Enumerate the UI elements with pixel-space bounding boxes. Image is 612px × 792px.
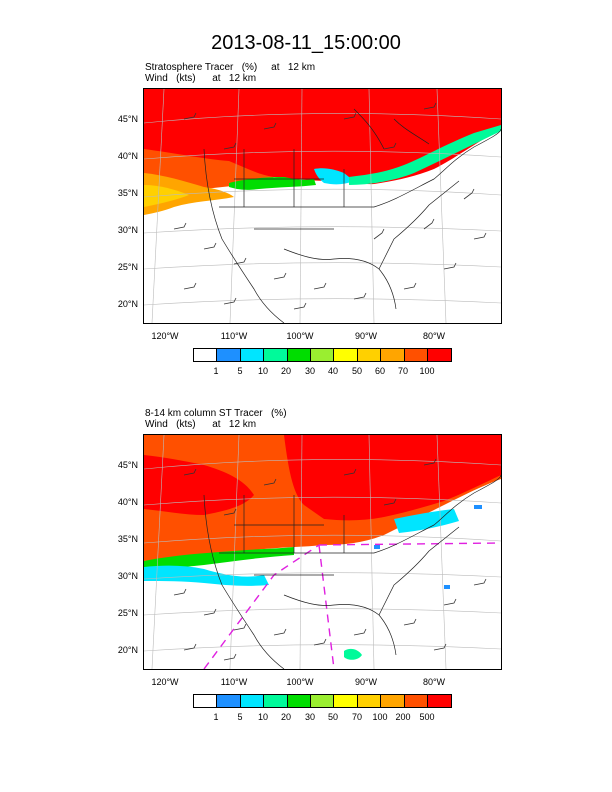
panel1-lat-30: 30°N: [117, 225, 138, 235]
cbar2-label: 70: [351, 712, 362, 722]
cbar1-box: [217, 349, 241, 361]
cbar2-label: 1: [213, 712, 219, 722]
panel1-lat-35: 35°N: [117, 188, 138, 198]
cbar1-box: [357, 349, 382, 361]
panel2-colorbar: [193, 694, 453, 708]
panel2-lon-80: 80°W: [422, 677, 446, 687]
cbar2-box: [287, 695, 311, 707]
panel1-lon-110: 110°W: [220, 331, 248, 341]
cbar1-label: 50: [351, 366, 362, 376]
cbar1-label: 20: [280, 366, 291, 376]
coastlines: [203, 108, 501, 323]
cbar2-label: 5: [237, 712, 243, 722]
panel2-lon-110: 110°W: [220, 677, 248, 687]
cbar2-box: [240, 695, 265, 707]
panel1-lat-40: 40°N: [117, 151, 138, 161]
cbar1-box: [287, 349, 311, 361]
cbar1-label: 5: [237, 366, 243, 376]
column-tracer-cyan-east: [394, 509, 459, 533]
cbar1-box: [404, 349, 428, 361]
panel2-lat-25: 25°N: [117, 608, 138, 618]
column-tracer-gulf: [344, 648, 362, 660]
cbar1-label: 10: [257, 366, 268, 376]
panel2-lat-20: 20°N: [117, 645, 138, 655]
cbar2-box: [404, 695, 428, 707]
cbar2-label: 20: [280, 712, 291, 722]
cbar2-box: [381, 695, 405, 707]
panel1-lon-100: 100°W: [286, 331, 314, 341]
panel2-lat-30: 30°N: [117, 571, 138, 581]
panel1-lon-80: 80°W: [422, 331, 446, 341]
panel2-lon-100: 100°W: [286, 677, 314, 687]
cbar1-label: 1: [213, 366, 219, 376]
cbar1-label: 100: [419, 366, 435, 376]
coastlines: [203, 474, 501, 669]
graticule: [144, 89, 501, 323]
panel1-map: [143, 88, 502, 324]
panel1-lon-120: 120°W: [151, 331, 179, 341]
panel2-lon-120: 120°W: [151, 677, 179, 687]
cbar1-label: 30: [304, 366, 315, 376]
cbar1-box: [427, 349, 452, 361]
cbar2-label: 100: [372, 712, 388, 722]
cbar1-label: 60: [374, 366, 385, 376]
cbar1-box: [264, 349, 288, 361]
cbar2-box: [427, 695, 452, 707]
panel1-lat-25: 25°N: [117, 262, 138, 272]
panel2-lat-35: 35°N: [117, 534, 138, 544]
cbar2-label: 10: [257, 712, 268, 722]
panel1-lon-90: 90°W: [354, 331, 378, 341]
panel2-lon-90: 90°W: [354, 677, 378, 687]
cbar1-box: [194, 349, 218, 361]
tracer-green-east: [349, 125, 501, 185]
wind-barbs: [173, 458, 487, 661]
panel2-title-line2: Wind (kts) at 12 km: [145, 419, 257, 430]
panel2-title-line1: 8-14 km column ST Tracer (%): [145, 408, 287, 419]
figure-title: 2013-08-11_15:00:00: [211, 32, 401, 54]
cbar2-box: [357, 695, 382, 707]
cbar2-label: 200: [395, 712, 411, 722]
panel1-title-line1: Stratosphere Tracer (%) at 12 km: [145, 62, 316, 73]
cbar2-label: 30: [304, 712, 315, 722]
panel1-lat-45: 45°N: [117, 114, 138, 124]
column-tracer-red: [284, 435, 501, 521]
cbar2-box: [310, 695, 335, 707]
cbar2-box: [264, 695, 288, 707]
cbar1-box: [310, 349, 335, 361]
cbar1-box: [334, 349, 358, 361]
cbar1-label: 40: [327, 366, 338, 376]
panel2-lat-45: 45°N: [117, 460, 138, 470]
cbar2-box: [334, 695, 358, 707]
panel1-colorbar: [193, 348, 453, 362]
graticule: [144, 435, 501, 669]
cbar2-label: 50: [327, 712, 338, 722]
tracer-gold-band: [144, 185, 189, 207]
cbar2-label: 500: [419, 712, 435, 722]
panel1-title-line2: Wind (kts) at 12 km: [145, 73, 257, 84]
column-tracer-red-west: [144, 455, 254, 515]
cbar1-label: 70: [397, 366, 408, 376]
cbar2-box: [194, 695, 218, 707]
tracer-high-region: [144, 89, 501, 185]
cbar2-box: [217, 695, 241, 707]
cbar1-box: [381, 349, 405, 361]
cbar1-box: [240, 349, 265, 361]
panel2-map: [143, 434, 502, 670]
panel1-lat-20: 20°N: [117, 299, 138, 309]
wind-barbs: [173, 102, 487, 310]
panel2-lat-40: 40°N: [117, 497, 138, 507]
